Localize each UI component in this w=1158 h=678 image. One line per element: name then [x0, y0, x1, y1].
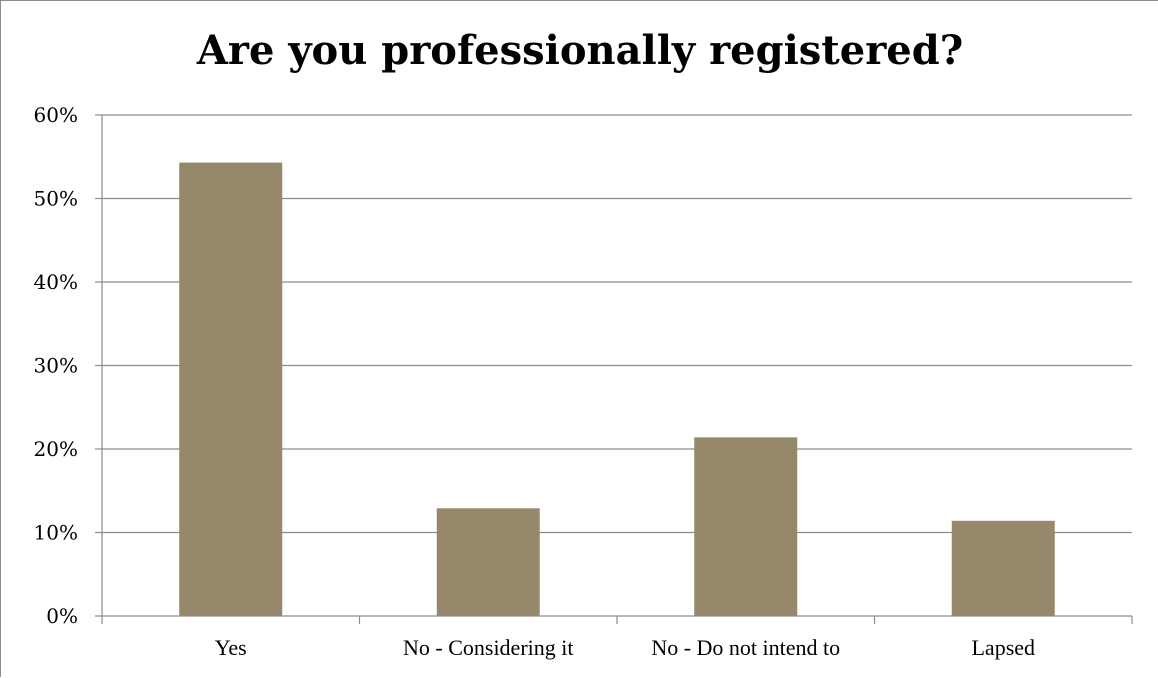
bar-yes: [179, 162, 283, 616]
axis-labels: 0% 10% 20% 30% 40% 50% 60% Yes No - Considering …: [34, 103, 1035, 660]
bars: [179, 162, 1055, 616]
y-tick-label: 10%: [34, 521, 78, 545]
bar-no-considering-it: [436, 508, 540, 616]
x-tick-label: Yes: [215, 635, 247, 660]
chart-title: Are you professionally registered?: [196, 27, 964, 74]
x-tick-label: Lapsed: [971, 635, 1035, 660]
axes: [95, 114, 1133, 624]
y-tick-label: 30%: [34, 354, 78, 378]
y-tick-label: 50%: [34, 187, 78, 211]
bar-lapsed: [951, 520, 1055, 616]
x-tick-label: No - Do not intend to: [651, 635, 840, 660]
x-tick-label: No - Considering it: [403, 635, 574, 660]
y-tick-label: 40%: [34, 270, 78, 294]
y-tick-label: 0%: [46, 604, 78, 628]
y-tick-label: 60%: [34, 103, 78, 127]
y-tick-label: 20%: [34, 437, 78, 461]
bar-no-do-not-intend-to: [694, 437, 798, 616]
